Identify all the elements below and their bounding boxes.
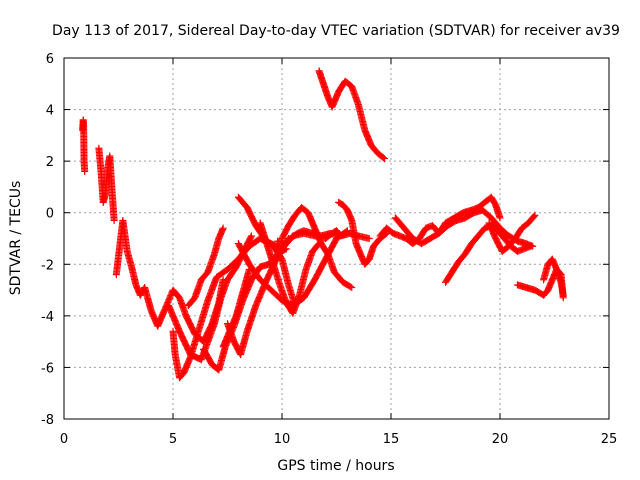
data-point	[219, 224, 227, 232]
data-point	[110, 216, 118, 224]
data-point	[531, 211, 539, 219]
x-tick-label: 5	[169, 432, 177, 447]
y-tick-label: 4	[46, 104, 54, 119]
x-tick-label: 15	[383, 432, 400, 447]
y-tick-label: -8	[41, 413, 54, 428]
y-axis-label: SDTVAR / TECUs	[8, 181, 24, 296]
data-point	[380, 155, 388, 163]
x-axis-label: GPS time / hours	[277, 458, 394, 474]
x-tick-label: 25	[601, 432, 618, 447]
y-tick-label: 0	[46, 207, 54, 222]
y-tick-label: 2	[46, 155, 54, 170]
data-point	[496, 214, 504, 222]
chart-title: Day 113 of 2017, Sidereal Day-to-day VTE…	[52, 23, 620, 39]
data-points	[79, 67, 567, 382]
y-tick-label: 6	[46, 52, 54, 67]
data-point	[347, 283, 355, 291]
data-point	[348, 283, 356, 291]
data-point	[314, 241, 322, 249]
x-tick-label: 10	[274, 432, 291, 447]
y-tick-label: -4	[41, 310, 54, 325]
data-point	[530, 212, 538, 220]
plot-frame	[63, 57, 610, 420]
data-point	[315, 240, 323, 248]
data-point	[81, 167, 89, 175]
data-point	[247, 232, 255, 240]
x-tick-label: 0	[60, 432, 68, 447]
data-point	[559, 294, 567, 302]
data-point	[527, 242, 535, 250]
data-point	[379, 154, 387, 162]
y-tick-label: -2	[41, 258, 54, 273]
data-point	[365, 235, 373, 242]
y-tick-label: -6	[41, 361, 54, 376]
x-tick-label: 20	[492, 432, 509, 447]
data-point	[247, 233, 255, 241]
